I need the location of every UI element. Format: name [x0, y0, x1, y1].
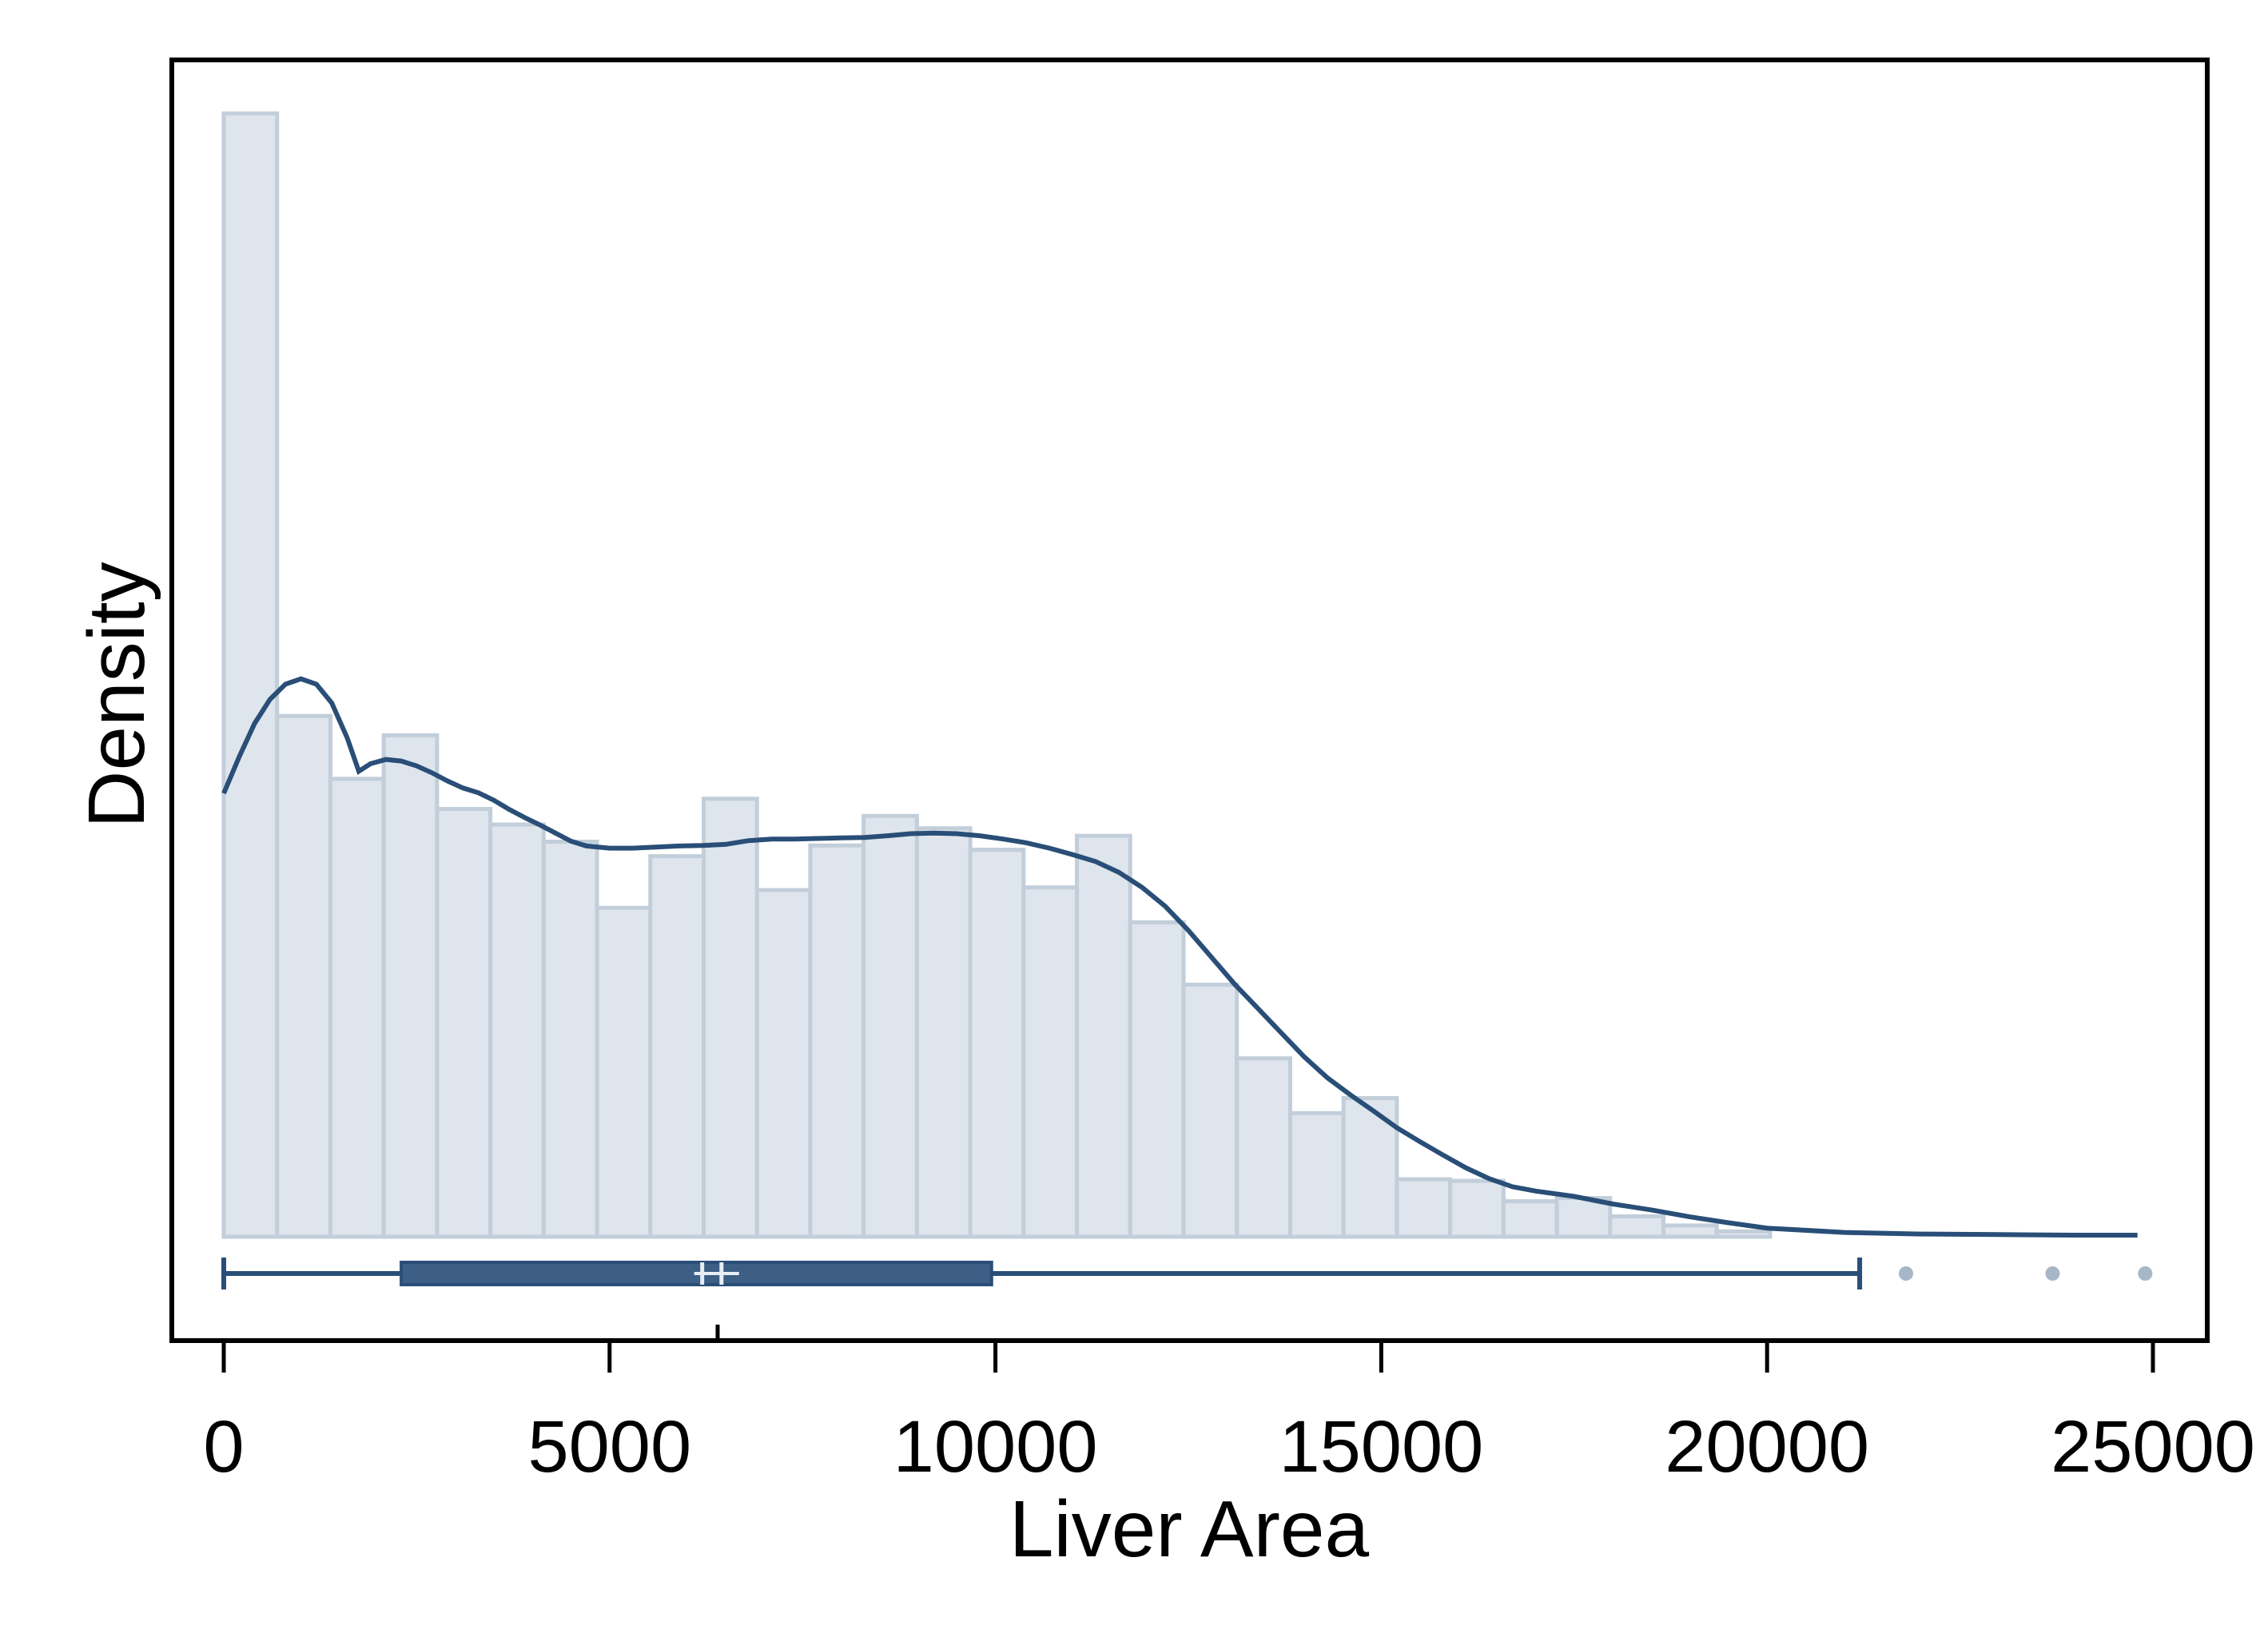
histogram-bar: [914, 826, 973, 1239]
boxplot-outlier: [2138, 1266, 2153, 1281]
histogram-bar: [1341, 1095, 1399, 1239]
histogram-bar: [1075, 833, 1132, 1239]
histogram-bar: [488, 822, 546, 1239]
histogram-bar: [1448, 1178, 1506, 1239]
histogram-bar: [275, 713, 332, 1239]
histogram-bar: [861, 813, 919, 1239]
x-tick-label: 25000: [2051, 1406, 2255, 1488]
histogram-bar: [1501, 1199, 1559, 1239]
histogram-bar: [702, 797, 759, 1239]
histogram-bar: [541, 840, 599, 1239]
x-axis-title: Liver Area: [1009, 1484, 1370, 1574]
histogram-bar: [381, 733, 440, 1239]
density-curve: [221, 676, 2138, 1238]
histogram-bar: [435, 807, 493, 1239]
histogram-bar: [328, 777, 386, 1239]
x-tick-label: 20000: [1665, 1406, 1869, 1488]
histogram-bar: [1714, 1229, 1773, 1239]
x-tick-label: 10000: [893, 1406, 1098, 1488]
histogram-bar: [1287, 1111, 1346, 1239]
histogram-bar: [808, 843, 866, 1239]
histogram-bar: [595, 905, 653, 1239]
histogram-bars: [221, 111, 1773, 1239]
histogram-bar: [1128, 920, 1186, 1239]
x-tick-label: 0: [203, 1406, 244, 1488]
histogram-bar: [1395, 1177, 1453, 1239]
histogram-bar: [968, 848, 1026, 1239]
histogram-bar: [1021, 885, 1080, 1239]
x-tick-label: 5000: [527, 1406, 691, 1488]
histogram-bar: [1608, 1214, 1666, 1239]
x-axis: 0 5000 10000 15000 20000 25000: [172, 1338, 2255, 1488]
boxplot: [221, 1258, 2153, 1341]
y-axis-title: Density: [72, 562, 161, 828]
boxplot-outlier: [1899, 1266, 1914, 1281]
histogram-bar: [1235, 1056, 1292, 1239]
x-tick-label: 15000: [1279, 1406, 1483, 1488]
histogram-bar: [1181, 982, 1239, 1239]
histogram-bar: [648, 854, 706, 1239]
histogram-bar: [221, 111, 280, 1239]
histogram-bar: [754, 888, 813, 1239]
boxplot-outlier: [2045, 1266, 2060, 1281]
histogram-bar: [1661, 1223, 1719, 1239]
